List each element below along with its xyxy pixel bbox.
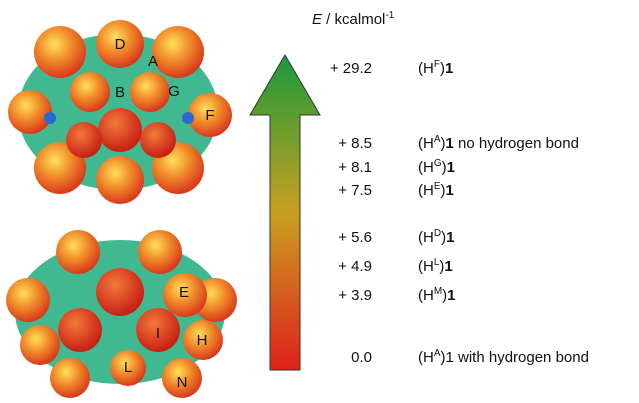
- compound: 1: [447, 287, 455, 304]
- atom-label: F: [205, 107, 214, 124]
- compound: 1: [444, 258, 452, 275]
- bottom-molecule: [6, 230, 237, 398]
- species-label: (HD)1: [418, 228, 454, 246]
- figure: E / kcalmol-1 D A B G F E I H L N + 29.2 (HF)1 + 8.…: [0, 0, 639, 403]
- energy-value: + 8.5: [338, 135, 372, 152]
- atom-label: I: [156, 325, 160, 342]
- energy-value: + 4.9: [338, 258, 372, 275]
- species-prefix: (H: [418, 159, 434, 176]
- site: D: [434, 228, 441, 239]
- compound: 1: [446, 182, 454, 199]
- species-prefix: (H: [418, 229, 434, 246]
- species-label: (HM)1: [418, 286, 456, 304]
- atom-label: G: [168, 83, 180, 100]
- energy-value: 0.0: [351, 349, 372, 366]
- energy-arrow: [250, 55, 320, 370]
- energy-value: + 7.5: [338, 182, 372, 199]
- species-prefix: (H: [418, 287, 434, 304]
- atom-label: A: [148, 53, 158, 70]
- atom-label: N: [177, 374, 188, 391]
- atom-label: H: [197, 332, 208, 349]
- species-label: (HE)1: [418, 181, 454, 199]
- species-label: (HL)1: [418, 257, 453, 275]
- species-prefix: (H: [418, 135, 434, 152]
- compound: 1: [447, 159, 455, 176]
- species-suffix: )1: [441, 349, 454, 366]
- species-prefix: (H: [418, 258, 434, 275]
- species-prefix: (H: [418, 349, 434, 366]
- energy-value: + 3.9: [338, 287, 372, 304]
- atom-label: D: [115, 36, 126, 53]
- species-label: (HG)1: [418, 158, 455, 176]
- site: M: [434, 286, 442, 297]
- compound: 1: [445, 60, 453, 77]
- species-label: (HA)1 with hydrogen bond: [418, 348, 589, 366]
- energy-value: + 29.2: [330, 60, 372, 77]
- species-prefix: (H: [418, 182, 434, 199]
- compound: 1: [446, 229, 454, 246]
- energy-value: + 8.1: [338, 159, 372, 176]
- axis-label: E / kcalmol-1: [312, 10, 395, 28]
- compound: 1: [446, 135, 454, 152]
- species-prefix: (H: [418, 60, 434, 77]
- atom-label: E: [179, 284, 189, 301]
- atom-label: L: [124, 359, 132, 376]
- note: with hydrogen bond: [454, 349, 589, 366]
- species-label: (HF)1: [418, 59, 453, 77]
- note: no hydrogen bond: [454, 135, 579, 152]
- energy-value: + 5.6: [338, 229, 372, 246]
- species-label: (HA)1 no hydrogen bond: [418, 134, 579, 152]
- atom-label: B: [115, 84, 125, 101]
